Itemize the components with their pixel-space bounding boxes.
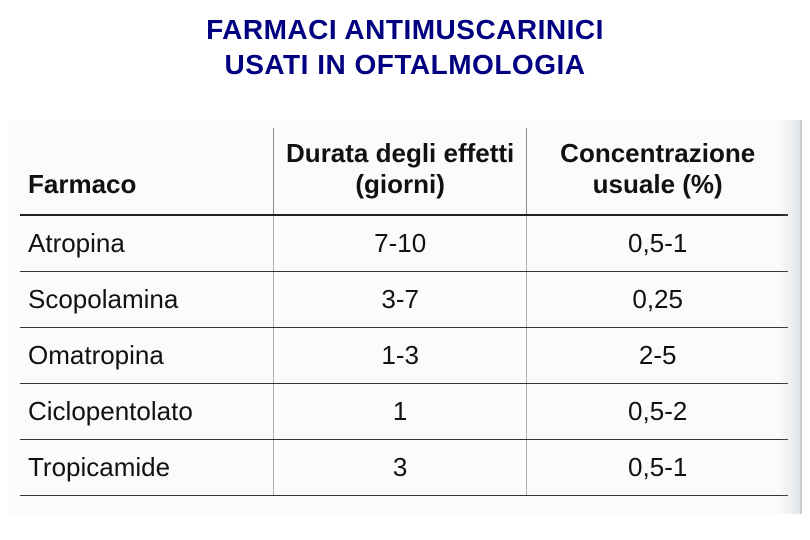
cell-farmaco: Ciclopentolato bbox=[20, 384, 273, 440]
cell-conc: 0,25 bbox=[527, 272, 788, 328]
cell-conc: 2-5 bbox=[527, 328, 788, 384]
drug-table-container: Farmaco Durata degli effetti (giorni) Co… bbox=[8, 120, 802, 514]
table-row: Scopolamina 3-7 0,25 bbox=[20, 272, 788, 328]
table-header-row: Farmaco Durata degli effetti (giorni) Co… bbox=[20, 128, 788, 215]
cell-durata: 3-7 bbox=[273, 272, 526, 328]
cell-conc: 0,5-1 bbox=[527, 440, 788, 496]
table-body: Atropina 7-10 0,5-1 Scopolamina 3-7 0,25… bbox=[20, 215, 788, 496]
cell-durata: 1 bbox=[273, 384, 526, 440]
table-row: Omatropina 1-3 2-5 bbox=[20, 328, 788, 384]
cell-conc: 0,5-2 bbox=[527, 384, 788, 440]
cell-farmaco: Tropicamide bbox=[20, 440, 273, 496]
col-header-durata: Durata degli effetti (giorni) bbox=[273, 128, 526, 215]
title-line-2: USATI IN OFTALMOLOGIA bbox=[0, 47, 810, 82]
title-line-1: FARMACI ANTIMUSCARINICI bbox=[0, 12, 810, 47]
cell-durata: 1-3 bbox=[273, 328, 526, 384]
cell-durata: 7-10 bbox=[273, 215, 526, 272]
drug-table: Farmaco Durata degli effetti (giorni) Co… bbox=[20, 128, 788, 496]
cell-conc: 0,5-1 bbox=[527, 215, 788, 272]
slide-title: FARMACI ANTIMUSCARINICI USATI IN OFTALMO… bbox=[0, 0, 810, 82]
table-row: Ciclopentolato 1 0,5-2 bbox=[20, 384, 788, 440]
table-row: Atropina 7-10 0,5-1 bbox=[20, 215, 788, 272]
table-row: Tropicamide 3 0,5-1 bbox=[20, 440, 788, 496]
col-header-concentrazione: Concentrazione usuale (%) bbox=[527, 128, 788, 215]
col-header-farmaco: Farmaco bbox=[20, 128, 273, 215]
cell-durata: 3 bbox=[273, 440, 526, 496]
cell-farmaco: Omatropina bbox=[20, 328, 273, 384]
cell-farmaco: Atropina bbox=[20, 215, 273, 272]
cell-farmaco: Scopolamina bbox=[20, 272, 273, 328]
